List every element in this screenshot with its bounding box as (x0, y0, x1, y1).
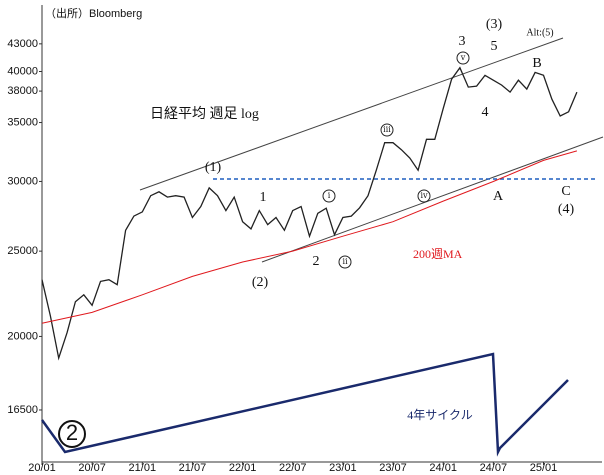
wave-label: 2 (313, 254, 320, 269)
wave-circle (338, 255, 352, 269)
y-tick-label: 16500 (7, 404, 38, 416)
wave-label: Alt:(5) (526, 27, 553, 38)
x-tick-label: 22/07 (279, 462, 307, 474)
wave-label: ⅴ (460, 53, 466, 62)
wave-label: C (561, 184, 570, 199)
y-tick-label: 40000 (7, 65, 38, 77)
x-tick-label: 23/01 (329, 462, 357, 474)
y-tick-label: 35000 (7, 116, 38, 128)
x-tick-label: 24/07 (480, 462, 508, 474)
x-tick-label: 21/07 (179, 462, 207, 474)
cycle-line (40, 352, 569, 457)
wave-label: (1) (205, 160, 222, 175)
series-line (41, 150, 578, 324)
wave-label: (4) (558, 202, 575, 217)
wave-label: ⅰ (328, 191, 331, 200)
channel-lower (261, 136, 604, 263)
wave-label: 3 (459, 34, 466, 49)
wave-label: 1 (260, 190, 267, 205)
wave-label: ⅲ (383, 125, 391, 134)
wave-label: 4年サイクル (407, 408, 472, 422)
x-tick-label: 23/07 (379, 462, 407, 474)
y-tick-label: 38000 (7, 85, 38, 97)
wave-circle (417, 189, 431, 203)
wave-label: 4 (482, 105, 489, 120)
x-tick-label: 22/01 (229, 462, 257, 474)
source: （出所）Bloomberg (45, 6, 142, 20)
series-line (41, 66, 578, 361)
wave-label: (3) (486, 17, 503, 32)
wave-circle (380, 123, 394, 137)
wave-label: (2) (252, 275, 269, 290)
x-tick-label: 20/07 (78, 462, 106, 474)
x-tick-label: 24/01 (429, 462, 457, 474)
y-tick-label: 25000 (7, 245, 38, 257)
series-label: 200週MA (413, 247, 463, 261)
wave-circle (58, 420, 86, 448)
x-tick-label: 20/01 (28, 462, 56, 474)
wave-circle (322, 189, 336, 203)
y-tick-label: 30000 (7, 175, 38, 187)
wave-label: ⅱ (342, 257, 347, 266)
wave-circle (456, 51, 470, 65)
x-tick-label: 21/01 (129, 462, 157, 474)
x-tick-label: 25/01 (530, 462, 558, 474)
chart-title: 日経平均 週足 log (150, 106, 259, 122)
y-tick-label: 43000 (7, 38, 38, 50)
wave-label: 5 (491, 39, 498, 54)
channel-upper (139, 37, 564, 191)
wave-label: 2 (66, 420, 78, 445)
wave-label: B (532, 56, 541, 71)
wave-label: ⅳ (420, 191, 428, 200)
y-tick-label: 20000 (7, 330, 38, 342)
wave-label: A (493, 189, 504, 204)
